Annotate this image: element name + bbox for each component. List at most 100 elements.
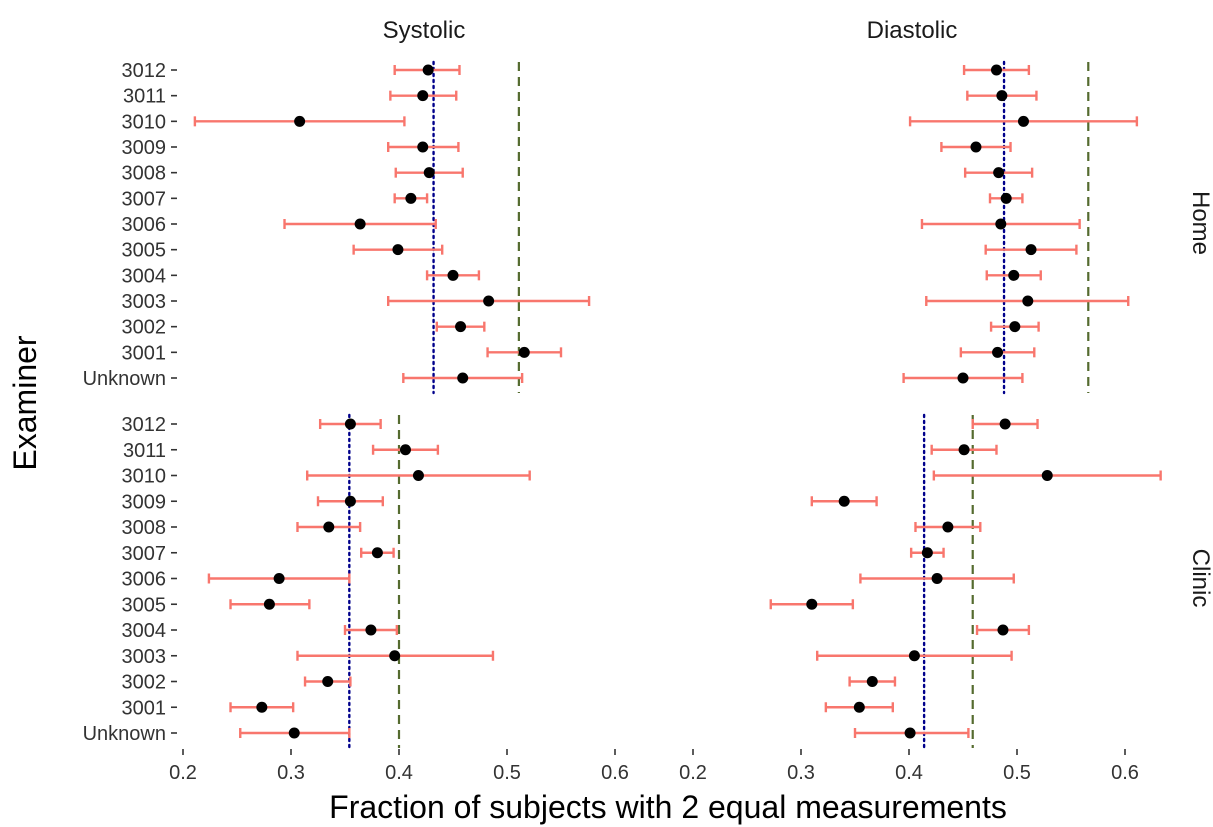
row-strip-home: Home [1187, 191, 1213, 255]
y-tick-label: 3003 [122, 291, 167, 313]
x-tick-label: 0.6 [601, 762, 629, 784]
data-point [908, 650, 920, 662]
data-point [483, 295, 495, 307]
data-point [294, 115, 306, 127]
y-tick-label: 3004 [122, 265, 167, 287]
y-tick-label: 3012 [122, 60, 167, 82]
y-tick-label: 3008 [122, 163, 167, 185]
data-point [392, 244, 404, 256]
x-axis-title: Fraction of subjects with 2 equal measur… [329, 789, 1007, 825]
data-point [323, 521, 335, 533]
data-point [518, 346, 530, 358]
data-point [371, 547, 383, 559]
y-tick-label: 3009 [122, 137, 167, 159]
y-tick-label: 3011 [123, 86, 166, 108]
data-point [921, 547, 933, 559]
data-point [931, 573, 943, 584]
data-point [904, 727, 916, 739]
y-tick-label: 3002 [122, 672, 167, 694]
data-point [838, 495, 850, 507]
data-point [422, 64, 434, 76]
x-tick-label: 0.2 [679, 762, 707, 784]
y-tick-label: 3005 [122, 240, 167, 262]
data-point [399, 444, 411, 456]
y-tick-label: 3010 [122, 466, 167, 488]
y-tick-label: Unknown [83, 368, 166, 390]
y-tick-label: 3004 [122, 620, 167, 642]
data-point [999, 418, 1011, 430]
y-tick-label: 3012 [122, 414, 167, 436]
facet-panels [193, 60, 1162, 750]
panel-systolic-clinic [207, 413, 531, 750]
data-point [993, 167, 1005, 179]
y-tick-label: 3007 [122, 543, 167, 565]
panel-diastolic-home [902, 60, 1139, 395]
x-tick-label: 0.5 [493, 762, 521, 784]
data-point [344, 418, 356, 430]
data-point [1022, 295, 1034, 307]
data-point [1009, 321, 1021, 333]
y-axis-title: Examiner [7, 335, 43, 471]
data-point [405, 192, 417, 204]
data-point [853, 701, 865, 713]
data-point [457, 372, 469, 384]
data-point [423, 167, 435, 179]
x-tick-label: 0.3 [277, 762, 305, 784]
panel-systolic-home [193, 60, 591, 395]
data-point [970, 141, 982, 153]
data-point [958, 444, 970, 456]
panel-diastolic-clinic [769, 413, 1162, 750]
column-strip-systolic: Systolic [383, 17, 466, 44]
y-tick-label: 3006 [122, 214, 167, 236]
data-point [273, 573, 285, 584]
data-point [1025, 244, 1037, 256]
data-point [389, 650, 401, 662]
data-point [256, 701, 268, 713]
data-point [990, 64, 1002, 76]
data-point [996, 90, 1008, 102]
y-tick-label: 3010 [122, 111, 167, 133]
y-tick-label: 3008 [122, 517, 167, 539]
data-point [412, 470, 424, 481]
data-point [344, 495, 356, 507]
data-point [288, 727, 300, 739]
y-tick-label: 3005 [122, 594, 167, 616]
y-tick-label: 3003 [122, 646, 167, 668]
y-tick-label: 3007 [122, 188, 167, 210]
data-point [942, 521, 954, 533]
y-tick-label: Unknown [83, 723, 166, 745]
data-point [322, 676, 334, 687]
data-point [417, 90, 429, 102]
data-point [997, 624, 1009, 636]
data-point [455, 321, 467, 333]
data-point [354, 218, 366, 230]
y-tick-label: 3006 [122, 569, 167, 591]
facet-strips: Systolic Diastolic Home Clinic [383, 17, 1213, 607]
data-point [992, 346, 1004, 358]
row-strip-clinic: Clinic [1187, 549, 1213, 608]
data-point [1008, 269, 1020, 281]
data-point [447, 269, 459, 281]
data-point [1000, 192, 1012, 204]
x-tick-label: 0.5 [1003, 762, 1031, 784]
data-point [1017, 115, 1029, 127]
data-point [866, 676, 878, 687]
column-strip-diastolic: Diastolic [867, 17, 958, 44]
x-tick-label: 0.3 [787, 762, 815, 784]
x-tick-label: 0.2 [169, 762, 197, 784]
data-point [957, 372, 969, 384]
data-point [263, 598, 275, 610]
y-axis: 3012 3011 3010 3009 3008 3007 3006 3005 3004 3003… [83, 60, 177, 745]
data-point [417, 141, 429, 153]
data-point [806, 598, 818, 610]
data-point [1041, 470, 1053, 481]
x-axis: 0.2 0.3 0.4 0.5 0.6 0.2 0.3 0.4 0.5 0.6 [169, 749, 1139, 784]
data-point [365, 624, 377, 636]
x-tick-label: 0.4 [385, 762, 413, 784]
data-point [995, 218, 1007, 230]
x-tick-label: 0.4 [895, 762, 923, 784]
y-tick-label: 3001 [122, 342, 167, 364]
y-tick-label: 3009 [122, 491, 167, 513]
y-tick-label: 3002 [122, 317, 167, 339]
